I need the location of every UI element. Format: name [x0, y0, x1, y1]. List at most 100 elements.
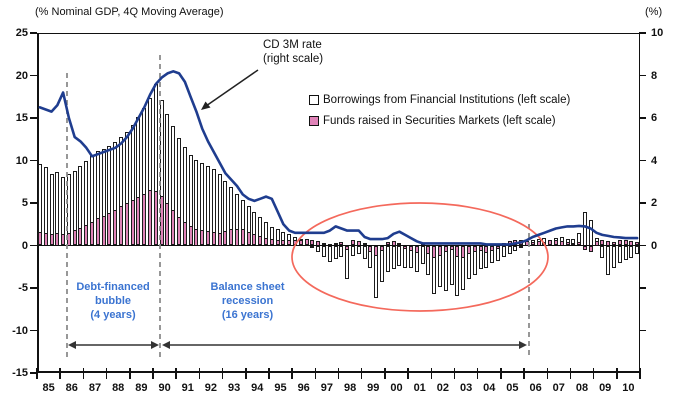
left-axis-tick-label: -15	[12, 367, 28, 379]
x-axis-tick	[592, 368, 595, 379]
cd-rate-label-line1: CD 3M rate	[263, 39, 322, 51]
legend: Borrowings from Financial Institutions (…	[309, 94, 570, 136]
x-axis-year-label: 98	[343, 382, 357, 394]
x-axis-tick	[569, 368, 572, 379]
x-axis-tick	[616, 368, 618, 379]
recession-annotation: Balance sheet recession (16 years)	[180, 280, 315, 322]
x-axis-year-label: 07	[552, 382, 565, 394]
x-axis-year-label: 06	[529, 382, 542, 394]
x-axis-tick	[384, 368, 386, 379]
x-axis-year-label: 00	[390, 382, 403, 394]
x-axis-year-label: 86	[65, 382, 78, 394]
x-axis-year-label: 01	[413, 382, 426, 394]
left-axis-tick-label: 15	[15, 112, 28, 124]
x-axis-year-label: 94	[251, 382, 264, 394]
right-axis-tick	[639, 159, 646, 162]
right-axis-tick	[639, 117, 646, 119]
right-axis-tick	[639, 32, 646, 34]
x-axis-tick	[129, 368, 131, 379]
left-axis-tick	[30, 329, 37, 332]
x-axis-year-label: 08	[575, 382, 589, 394]
left-axis-title: (% Nominal GDP, 4Q Moving Average)	[35, 6, 224, 18]
x-axis-year-label: 85	[42, 382, 55, 394]
legend-borrowings-label: Borrowings from Financial Institutions (…	[323, 94, 571, 106]
x-axis-year-label: 97	[320, 382, 334, 394]
x-axis-tick	[639, 368, 641, 379]
x-axis-year-label: 90	[158, 382, 171, 394]
left-axis-tick-label: 10	[15, 154, 28, 167]
left-axis-tick	[30, 74, 37, 77]
x-axis-tick	[523, 368, 525, 379]
x-axis-year-label: 89	[135, 382, 148, 394]
cd-rate-label-line2: (right scale)	[263, 53, 324, 65]
x-axis-tick	[221, 368, 224, 379]
x-axis-year-label: 02	[436, 382, 450, 394]
x-axis-tick	[407, 368, 409, 379]
x-axis-tick	[453, 368, 456, 379]
legend-item-funds: Funds raised in Securities Markets (left…	[309, 115, 570, 127]
right-axis-tick-label: 10	[651, 27, 664, 39]
left-axis-tick	[30, 244, 37, 247]
cd-rate-label: CD 3M rate (right scale)	[263, 38, 323, 66]
right-axis-tick-label: 0	[651, 239, 658, 252]
x-axis-year-label: 04	[483, 382, 496, 394]
left-axis-tick-label: 0	[21, 239, 28, 252]
x-axis-year-label: 93	[227, 382, 241, 394]
recession-annotation-line2: recession	[221, 295, 274, 307]
x-axis-tick	[430, 368, 433, 379]
bubble-annotation-line1: Debt-financed	[76, 281, 150, 293]
right-axis-tick-label: 2	[651, 197, 658, 209]
right-axis-tick-label: 6	[651, 112, 658, 124]
zero-line	[37, 244, 640, 247]
left-axis-tick-label: -5	[18, 282, 28, 294]
x-axis-year-label: 03	[459, 382, 473, 394]
x-axis-tick	[36, 368, 38, 379]
x-axis-year-label: 99	[367, 382, 380, 394]
x-axis-tick	[360, 368, 363, 379]
bubble-annotation-line2: bubble	[94, 295, 132, 307]
bubble-annotation-line3: (4 years)	[90, 309, 136, 321]
x-axis-year-label: 88	[112, 382, 125, 394]
x-axis-tick	[105, 368, 108, 379]
right-axis-tick-label: 8	[651, 69, 658, 82]
x-axis-tick	[152, 368, 154, 379]
legend-funds-label: Funds raised in Securities Markets (left…	[323, 115, 556, 127]
left-axis-tick	[30, 202, 37, 204]
left-axis-tick	[30, 117, 37, 119]
left-axis-tick	[30, 287, 37, 289]
x-axis-tick	[314, 368, 317, 379]
x-axis-tick	[245, 368, 247, 379]
right-axis-title: (%)	[645, 6, 663, 18]
left-axis-tick-label: 25	[15, 27, 28, 39]
x-axis-year-label: 05	[506, 382, 519, 394]
x-axis-year-label: 10	[622, 382, 635, 394]
x-axis-tick	[268, 368, 270, 379]
x-axis-year-label: 95	[274, 382, 287, 394]
right-axis-tick	[639, 244, 646, 247]
left-axis-tick	[30, 159, 37, 162]
left-axis-tick-label: 5	[21, 197, 28, 209]
x-axis-tick	[59, 368, 61, 379]
x-axis-year-label: 92	[204, 382, 218, 394]
x-axis-year-label: 96	[297, 382, 310, 394]
x-axis-year-label: 91	[181, 382, 194, 394]
x-axis-tick	[175, 368, 177, 379]
left-axis-tick	[30, 372, 37, 374]
left-axis-tick-label: 20	[15, 69, 28, 82]
recession-annotation-line1: Balance sheet	[210, 281, 285, 293]
recession-annotation-line3: (16 years)	[221, 309, 274, 321]
x-axis-tick	[82, 368, 85, 379]
legend-item-borrowings: Borrowings from Financial Institutions (…	[309, 94, 570, 106]
x-axis-tick	[546, 368, 549, 379]
funds-swatch-icon	[309, 116, 319, 126]
x-axis-year-label: 09	[599, 382, 612, 394]
borrowings-swatch-icon	[309, 95, 319, 105]
bubble-annotation: Debt-financed bubble (4 years)	[64, 280, 162, 322]
x-axis-tick	[500, 368, 502, 379]
left-axis-tick-label: -10	[12, 324, 28, 337]
right-axis-minor-tick	[639, 287, 646, 289]
x-axis-tick	[476, 368, 479, 379]
x-axis-year-label: 87	[88, 382, 102, 394]
